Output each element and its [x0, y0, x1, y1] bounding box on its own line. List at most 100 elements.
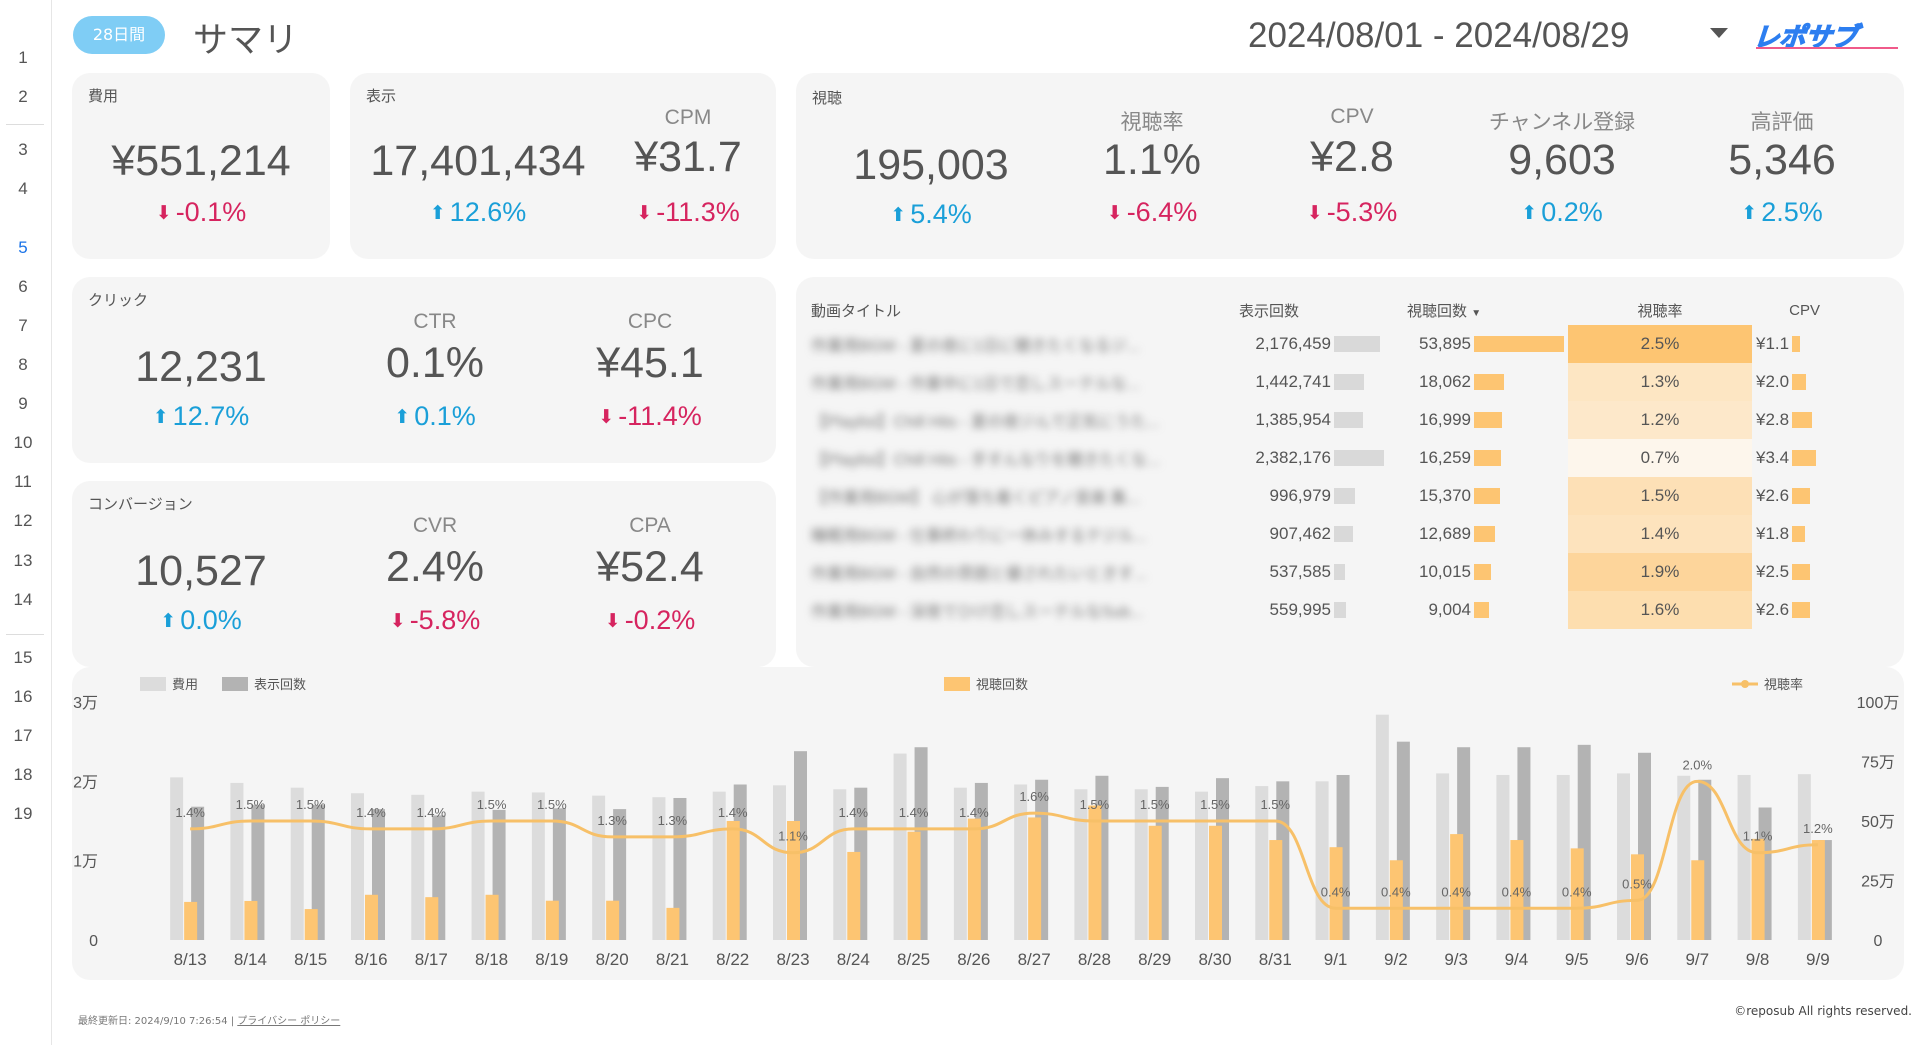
cpv-cell: ¥2.5	[1752, 553, 1824, 591]
table-row[interactable]: 作業用BGM - 深夜でひけ恋しスーテルなSub... 559,995 9,004 1…	[807, 591, 1824, 629]
row-number[interactable]: 4	[18, 179, 28, 198]
view-rate-cell: 1.4%	[1568, 515, 1752, 553]
arrow-up-icon: ⬆	[1741, 203, 1758, 224]
bar-cost	[471, 791, 485, 940]
video-title[interactable]: 作業用BGM - 作業中に1日で恋しスーテルな...	[811, 376, 1140, 393]
bar-cost	[1315, 781, 1329, 940]
row-number[interactable]: 1	[18, 48, 28, 67]
row-number[interactable]: 17	[13, 726, 33, 745]
table-row[interactable]: 作業用BGM - 自然の雰囲と優されたいときす... 537,585 10,015 1…	[807, 553, 1824, 591]
video-title[interactable]: 【Playlist】Chill Hits - 夏の夜ジんで正気にうた...	[811, 414, 1160, 431]
view-rate-cell: 1.2%	[1568, 401, 1752, 439]
table-row[interactable]: 【Playlist】Chill Hits - 夏の夜ジんで正気にうた... 1,3…	[807, 401, 1824, 439]
row-number[interactable]: 18	[13, 765, 33, 784]
kpi-cpa-change: ⬇ -0.2%	[604, 605, 696, 635]
chevron-down-icon[interactable]	[1710, 28, 1728, 38]
arrow-up-icon: ⬆	[429, 203, 446, 224]
x-tick-label: 8/30	[1198, 950, 1231, 969]
cpv-cell: ¥2.6	[1752, 477, 1824, 515]
row-number[interactable]: 6	[18, 277, 28, 296]
video-title[interactable]: 作業用BGM - 自然の雰囲と優されたいときす...	[811, 566, 1148, 583]
kpi-subscribers-value: 9,603	[1508, 136, 1616, 184]
data-label: 0.4%	[1381, 884, 1411, 899]
data-label: 1.4%	[718, 805, 748, 820]
x-tick-label: 9/2	[1384, 950, 1408, 969]
bar-views	[787, 821, 800, 940]
table-row[interactable]: 作業用BGM - 夏の夜に1日に聴きたくなるジ... 2,176,459 53,89…	[807, 325, 1824, 363]
video-title[interactable]: 【Playlist】Chill Hits - 手すんなりを聴きたくな...	[811, 452, 1161, 469]
row-number[interactable]: 14	[13, 590, 33, 609]
kpi-view-rate-label: 視聴率	[1120, 111, 1184, 134]
video-title[interactable]: 作業用BGM - 深夜でひけ恋しスーテルなSub...	[811, 604, 1144, 621]
data-label: 1.5%	[477, 797, 507, 812]
table-row[interactable]: 【作業用BGM】 心が落ち着くピアノ音楽 集... 996,979 15,370 1.…	[807, 477, 1824, 515]
impressions-cell: 559,995	[1235, 591, 1403, 629]
bar-cost	[652, 797, 666, 940]
arrow-up-icon: ⬆	[394, 407, 411, 428]
cpv-cell: ¥2.0	[1752, 363, 1824, 401]
kpi-cvr-label: CVR	[412, 514, 458, 537]
col-header-view-rate[interactable]: 視聴率	[1637, 302, 1683, 320]
col-header-cpv[interactable]: CPV	[1789, 301, 1820, 319]
kpi-cpm-value: ¥31.7	[634, 133, 742, 181]
row-number[interactable]: 10	[13, 433, 33, 452]
bar-cost	[411, 794, 425, 940]
col-header-title[interactable]: 動画タイトル	[811, 302, 902, 320]
row-number[interactable]: 5	[0, 227, 46, 265]
video-title[interactable]: 【作業用BGM】 心が落ち着くピアノ音楽 集...	[811, 490, 1141, 507]
table-row[interactable]: 睡眠用BGM - 仕事終わりに一休みするテジル... 907,462 12,689 1…	[807, 515, 1824, 553]
report-page: 28日間 サマリ 2024/08/01 - 2024/08/29 レポサブ 費用…	[52, 0, 1920, 1045]
period-badge[interactable]: 28日間	[73, 16, 165, 54]
row-number[interactable]: 7	[18, 316, 28, 335]
bar-cost	[1014, 784, 1028, 940]
row-number[interactable]: 2	[18, 87, 28, 106]
row-number[interactable]: 16	[13, 687, 33, 706]
date-range-selector[interactable]: 2024/08/01 - 2024/08/29	[1248, 16, 1630, 55]
arrow-down-icon: ⬇	[389, 611, 406, 632]
views-cell: 16,259	[1403, 439, 1568, 477]
views-cell: 12,689	[1403, 515, 1568, 553]
view-rate-line	[190, 779, 1818, 910]
kpi-conversions-change: ⬆ 0.0%	[160, 605, 242, 635]
kpi-cost-value: ¥551,214	[111, 137, 291, 185]
x-tick-label: 9/7	[1685, 950, 1709, 969]
video-title[interactable]: 作業用BGM - 夏の夜に1日に聴きたくなるジ...	[811, 338, 1140, 355]
bar-views	[726, 821, 740, 940]
y-right-tick-label: 50万	[1861, 814, 1895, 831]
x-tick-label: 8/18	[475, 950, 508, 969]
video-title[interactable]: 睡眠用BGM - 仕事終わりに一休みするテジル...	[811, 528, 1148, 545]
bar-views	[485, 894, 499, 940]
row-number[interactable]: 13	[13, 551, 33, 570]
kpi-views-label: 視聴	[812, 89, 843, 107]
row-number[interactable]: 19	[13, 804, 33, 823]
row-number[interactable]: 11	[14, 472, 32, 491]
bar-views	[184, 901, 198, 940]
x-tick-label: 8/24	[837, 950, 870, 969]
bar-impressions	[311, 805, 325, 940]
kpi-card-cost: 費用 ¥551,214 ⬇ -0.1%	[72, 73, 330, 259]
row-number[interactable]: 9	[18, 394, 28, 413]
bar-cost	[893, 753, 907, 940]
bar-views	[1691, 860, 1705, 940]
kpi-card-impressions: 表示 17,401,434 ⬆ 12.6% CPM ¥31.7 ⬇ -11.3%	[350, 73, 776, 259]
table-row[interactable]: 【Playlist】Chill Hits - 手すんなりを聴きたくな... 2,3…	[807, 439, 1824, 477]
bar-views	[425, 897, 439, 940]
row-number[interactable]: 3	[18, 140, 28, 159]
x-tick-label: 8/29	[1138, 950, 1171, 969]
row-number[interactable]: 8	[18, 355, 28, 374]
bar-views	[365, 894, 378, 940]
sort-desc-icon[interactable]: ▼	[1471, 307, 1482, 319]
bar-cost	[1134, 789, 1148, 940]
col-header-impressions[interactable]: 表示回数	[1239, 302, 1300, 320]
arrow-down-icon: ⬇	[1306, 203, 1323, 224]
row-number[interactable]: 15	[13, 648, 33, 667]
bar-cost	[1375, 714, 1389, 940]
row-number[interactable]: 12	[13, 511, 33, 530]
bar-views	[1510, 840, 1524, 940]
table-row[interactable]: 作業用BGM - 作業中に1日で恋しスーテルな... 1,442,741 18,06…	[807, 363, 1824, 401]
arrow-up-icon: ⬆	[890, 205, 907, 226]
bar-views	[1631, 854, 1644, 940]
kpi-cpv-label: CPV	[1330, 105, 1374, 128]
col-header-views[interactable]: 視聴回数 ▼	[1407, 302, 1482, 320]
privacy-policy-link[interactable]: プライバシー ポリシー	[237, 1016, 341, 1027]
